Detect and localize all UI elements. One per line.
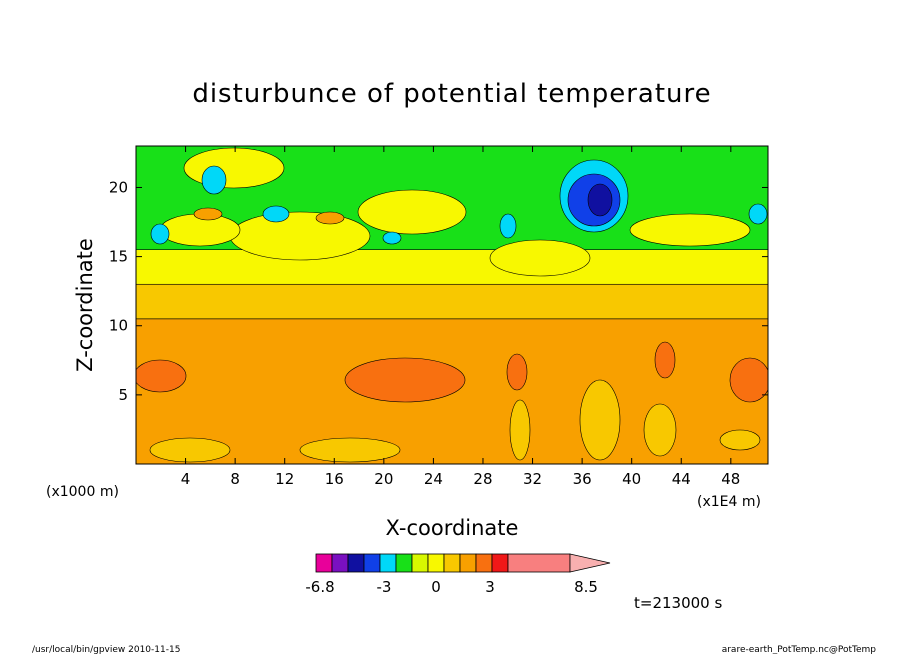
- x-axis-label: X-coordinate: [386, 516, 519, 540]
- x-tick-label: 12: [275, 470, 294, 488]
- colorbar-swatch-7: [427, 553, 445, 573]
- colorbar-tick-label: 3: [485, 578, 495, 596]
- colorbar-swatch-5: [395, 553, 413, 573]
- contour-feature-26: [643, 403, 677, 457]
- y-tick-label: 5: [118, 386, 128, 404]
- colorbar-swatch-12: [507, 553, 571, 573]
- x-tick-label: 20: [374, 470, 393, 488]
- x-tick-label: 8: [230, 470, 240, 488]
- contour-feature-25: [579, 379, 621, 461]
- x-tick-label: 32: [523, 470, 542, 488]
- contour-feature-11: [748, 203, 768, 225]
- colorbar-tick-label: 8.5: [574, 578, 598, 596]
- contour-feature-19: [506, 353, 528, 391]
- x-tick-label: 36: [573, 470, 592, 488]
- colorbar-swatch-6: [411, 553, 429, 573]
- contour-feature-6: [201, 165, 227, 195]
- contour-feature-27: [719, 429, 761, 451]
- colorbar-swatch-2: [347, 553, 365, 573]
- contour-feature-20: [654, 341, 676, 379]
- colorbar-swatch-1: [331, 553, 349, 573]
- x-tick-label: 24: [424, 470, 443, 488]
- colorbar-swatch-11: [491, 553, 509, 573]
- contour-feature-22: [149, 437, 231, 463]
- x-tick-label: 4: [181, 470, 191, 488]
- x-tick-label: 40: [622, 470, 641, 488]
- x-tick-label: 16: [325, 470, 344, 488]
- contour-layer-1: [136, 283, 768, 320]
- colorbar-swatch-0: [315, 553, 333, 573]
- contour-feature-15: [193, 207, 223, 221]
- contour-feature-16: [315, 211, 345, 225]
- contour-feature-10: [499, 213, 517, 239]
- plot-area: [136, 146, 768, 464]
- time-label: t=213000 s: [634, 594, 722, 612]
- colorbar: [315, 553, 611, 573]
- y-tick-label: 20: [109, 178, 128, 196]
- contour-feature-14: [587, 183, 613, 217]
- colorbar-tick-label: -6.8: [305, 578, 334, 596]
- contour-feature-0: [183, 147, 285, 189]
- contour-feature-23: [299, 437, 401, 463]
- contour-feature-2: [357, 189, 467, 235]
- colorbar-swatch-9: [459, 553, 477, 573]
- footer-right: arare-earth_PotTemp.nc@PotTemp: [722, 645, 877, 654]
- contour-feature-4: [489, 239, 591, 277]
- contour-feature-18: [344, 357, 466, 403]
- contour-feature-5: [629, 213, 751, 247]
- y-axis-label: Z-coordinate: [73, 238, 97, 372]
- contour-feature-24: [509, 399, 531, 461]
- colorbar-tick-label: -3: [377, 578, 392, 596]
- x-tick-label: 28: [473, 470, 492, 488]
- plot-frame: [135, 145, 769, 465]
- footer-left: /usr/local/bin/gpview 2010-11-15: [32, 645, 180, 654]
- y-tick-label: 15: [109, 248, 128, 266]
- x-tick-label: 48: [721, 470, 740, 488]
- contour-feature-9: [382, 231, 402, 245]
- y-tick-label: 10: [109, 317, 128, 335]
- contour-feature-1: [229, 211, 371, 261]
- chart-title: disturbunce of potential temperature: [192, 79, 711, 109]
- colorbar-tick-label: 0: [431, 578, 441, 596]
- contour-feature-21: [729, 357, 768, 403]
- contour-layer-2: [136, 249, 768, 285]
- colorbar-extension: [569, 553, 611, 573]
- contour-feature-8: [150, 223, 170, 245]
- x-unit-left: (x1000 m): [46, 484, 119, 500]
- colorbar-swatch-8: [443, 553, 461, 573]
- x-tick-label: 44: [672, 470, 691, 488]
- contour-feature-7: [262, 205, 290, 223]
- colorbar-swatch-4: [379, 553, 397, 573]
- colorbar-swatch-10: [475, 553, 493, 573]
- contour-feature-17: [136, 359, 187, 393]
- x-unit-right: (x1E4 m): [697, 494, 761, 510]
- colorbar-swatch-3: [363, 553, 381, 573]
